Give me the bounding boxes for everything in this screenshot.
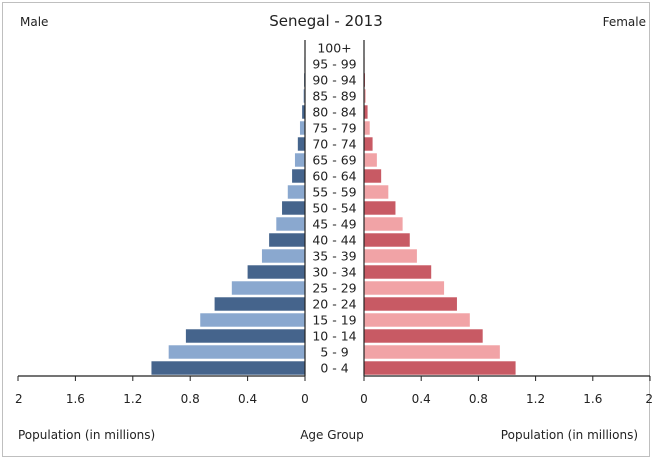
male-bar bbox=[302, 105, 305, 119]
female-bar bbox=[364, 265, 432, 279]
female-bar bbox=[364, 137, 373, 151]
x-tick-label: 0.4 bbox=[238, 392, 257, 406]
female-bar bbox=[364, 329, 483, 343]
male-bar bbox=[185, 329, 305, 343]
male-bar bbox=[231, 281, 305, 295]
age-group-label: 85 - 89 bbox=[312, 89, 356, 104]
female-bar bbox=[364, 233, 410, 247]
age-group-label: 10 - 14 bbox=[312, 329, 356, 344]
x-tick-label: 0.4 bbox=[412, 392, 431, 406]
age-group-label: 80 - 84 bbox=[312, 105, 356, 120]
age-group-label: 70 - 74 bbox=[312, 137, 356, 152]
age-group-label: 0 - 4 bbox=[320, 361, 348, 376]
x-tick-label: 0 bbox=[301, 392, 309, 406]
age-group-label: 90 - 94 bbox=[312, 73, 356, 88]
age-group-label: 35 - 39 bbox=[312, 249, 356, 264]
male-bar bbox=[214, 297, 305, 311]
male-label: Male bbox=[20, 15, 48, 29]
female-bar bbox=[364, 105, 368, 119]
female-bar bbox=[364, 121, 370, 135]
male-bar bbox=[292, 169, 305, 183]
female-bar bbox=[364, 345, 500, 359]
age-group-label: 40 - 44 bbox=[312, 233, 356, 248]
chart-frame bbox=[2, 2, 650, 457]
age-group-label: 60 - 64 bbox=[312, 169, 356, 184]
male-bar bbox=[200, 313, 305, 327]
female-bar bbox=[364, 201, 396, 215]
male-bar bbox=[247, 265, 305, 279]
x-tick-label: 0.8 bbox=[469, 392, 488, 406]
age-group-label: 65 - 69 bbox=[312, 153, 356, 168]
female-bar bbox=[364, 169, 382, 183]
x-tick-label: 1.6 bbox=[66, 392, 85, 406]
age-group-label: 50 - 54 bbox=[312, 201, 356, 216]
female-bar bbox=[364, 313, 470, 327]
age-group-label: 30 - 34 bbox=[312, 265, 356, 280]
female-bar bbox=[364, 185, 389, 199]
female-bar bbox=[364, 89, 366, 103]
x-tick-label: 0 bbox=[360, 392, 368, 406]
male-bar bbox=[297, 137, 305, 151]
x-tick-label: 2 bbox=[645, 392, 653, 406]
age-group-label: 75 - 79 bbox=[312, 121, 356, 136]
x-tick-label: 2 bbox=[15, 392, 23, 406]
male-bar bbox=[261, 249, 305, 263]
male-bar bbox=[269, 233, 305, 247]
x-axis-label-female: Population (in millions) bbox=[501, 428, 638, 442]
male-bar bbox=[151, 361, 305, 375]
x-tick-label: 1.2 bbox=[123, 392, 142, 406]
age-group-label: 100+ bbox=[317, 41, 351, 56]
female-bar bbox=[364, 361, 516, 375]
age-group-label: 15 - 19 bbox=[312, 313, 356, 328]
age-group-label: 95 - 99 bbox=[312, 57, 356, 72]
x-axis-label-male: Population (in millions) bbox=[18, 428, 155, 442]
male-bar bbox=[299, 121, 305, 135]
x-tick-label: 1.6 bbox=[583, 392, 602, 406]
female-bar bbox=[364, 153, 377, 167]
female-bar bbox=[364, 217, 403, 231]
age-group-label: 25 - 29 bbox=[312, 281, 356, 296]
x-axis-label-center: Age Group bbox=[300, 428, 364, 442]
age-group-label: 20 - 24 bbox=[312, 297, 356, 312]
age-group-label: 5 - 9 bbox=[320, 345, 348, 360]
age-group-label: 45 - 49 bbox=[312, 217, 356, 232]
chart-title: Senegal - 2013 bbox=[269, 12, 383, 30]
female-bar bbox=[364, 297, 457, 311]
male-bar bbox=[282, 201, 305, 215]
female-label: Female bbox=[603, 15, 646, 29]
x-tick-label: 0.8 bbox=[181, 392, 200, 406]
male-bar bbox=[303, 89, 305, 103]
male-bar bbox=[168, 345, 305, 359]
age-group-label: 55 - 59 bbox=[312, 185, 356, 200]
male-bar bbox=[294, 153, 305, 167]
male-bar bbox=[287, 185, 305, 199]
male-bar bbox=[276, 217, 305, 231]
female-bar bbox=[364, 281, 445, 295]
x-tick-label: 1.2 bbox=[526, 392, 545, 406]
female-bar bbox=[364, 249, 417, 263]
